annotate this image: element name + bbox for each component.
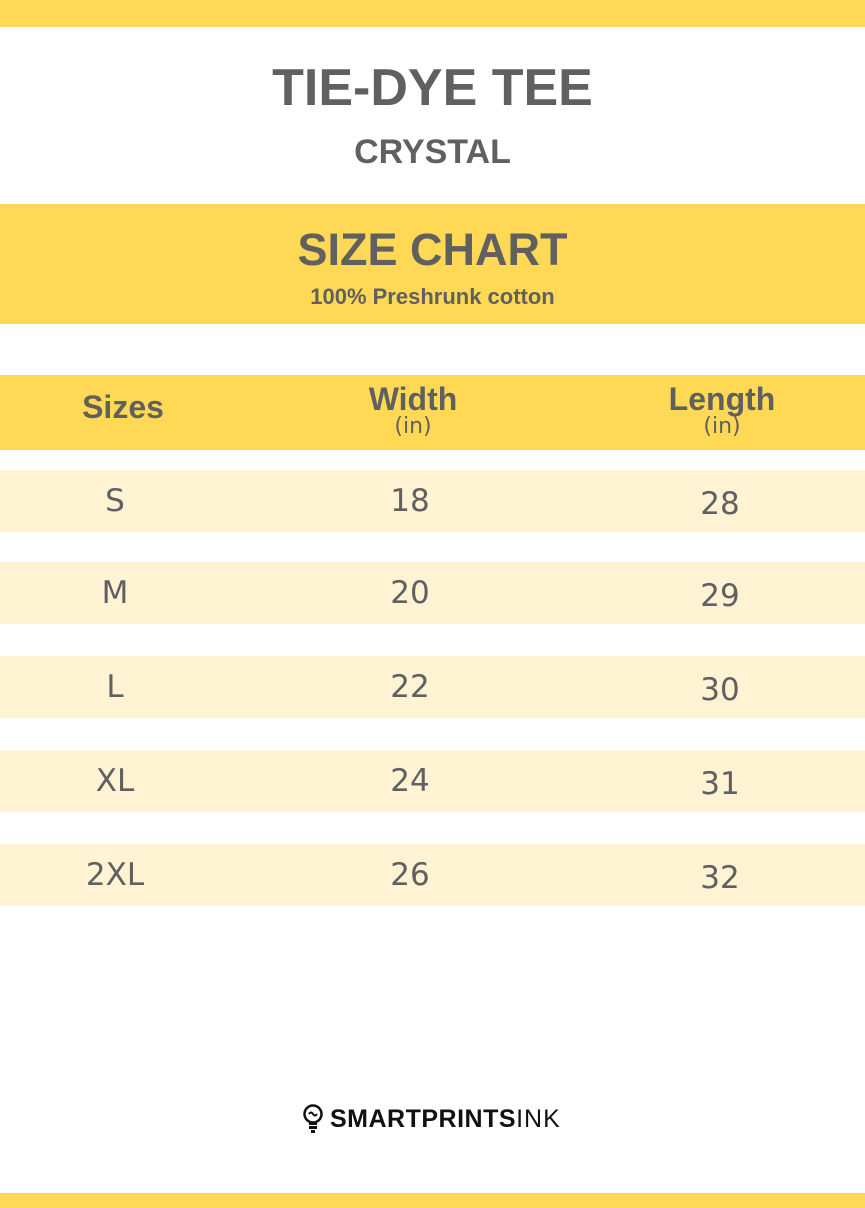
table-row: S 18 28: [0, 470, 865, 532]
table-header: Sizes Width (in) Length (in): [0, 375, 865, 450]
logo-text-light: INK: [516, 1104, 561, 1133]
column-header-width: Width (in): [293, 381, 533, 439]
column-header-sizes: Sizes: [3, 389, 243, 426]
product-subtitle: CRYSTAL: [354, 133, 511, 171]
cell-size: L: [106, 669, 124, 705]
cell-length: 28: [700, 486, 740, 522]
cell-length: 29: [700, 578, 740, 614]
material-note: 100% Preshrunk cotton: [310, 284, 555, 309]
cell-width: 22: [390, 669, 430, 705]
cell-size: XL: [95, 763, 135, 799]
column-label: Width: [368, 381, 458, 417]
table-row: XL 24 31: [0, 750, 865, 812]
cell-length: 32: [700, 860, 740, 896]
cell-size: M: [101, 575, 129, 611]
table-row: M 20 29: [0, 562, 865, 624]
product-title: TIE-DYE TEE: [272, 59, 593, 117]
table-row: 2XL 26 32: [0, 844, 865, 906]
cell-width: 26: [390, 857, 430, 893]
column-label: Sizes: [82, 389, 164, 425]
cell-size: S: [105, 483, 125, 519]
bottom-accent-bar: [0, 1193, 865, 1208]
cell-size: 2XL: [85, 857, 145, 893]
size-chart-band: [0, 204, 865, 324]
top-accent-bar: [0, 0, 865, 27]
brand-logo: SMARTPRINTS INK: [302, 1104, 561, 1134]
logo-text-bold: SMARTPRINTS: [330, 1104, 517, 1133]
table-row: L 22 30: [0, 656, 865, 718]
cell-length: 30: [700, 672, 740, 708]
column-label: Length: [668, 381, 776, 417]
size-chart-title: SIZE CHART: [297, 224, 568, 275]
lightbulb-icon: [303, 1104, 323, 1133]
column-header-length: Length (in): [602, 381, 842, 439]
cell-length: 31: [700, 766, 740, 802]
cell-width: 20: [390, 575, 430, 611]
column-unit: (in): [394, 414, 432, 439]
cell-width: 18: [390, 483, 430, 519]
column-unit: (in): [703, 414, 741, 439]
cell-width: 24: [390, 763, 430, 799]
